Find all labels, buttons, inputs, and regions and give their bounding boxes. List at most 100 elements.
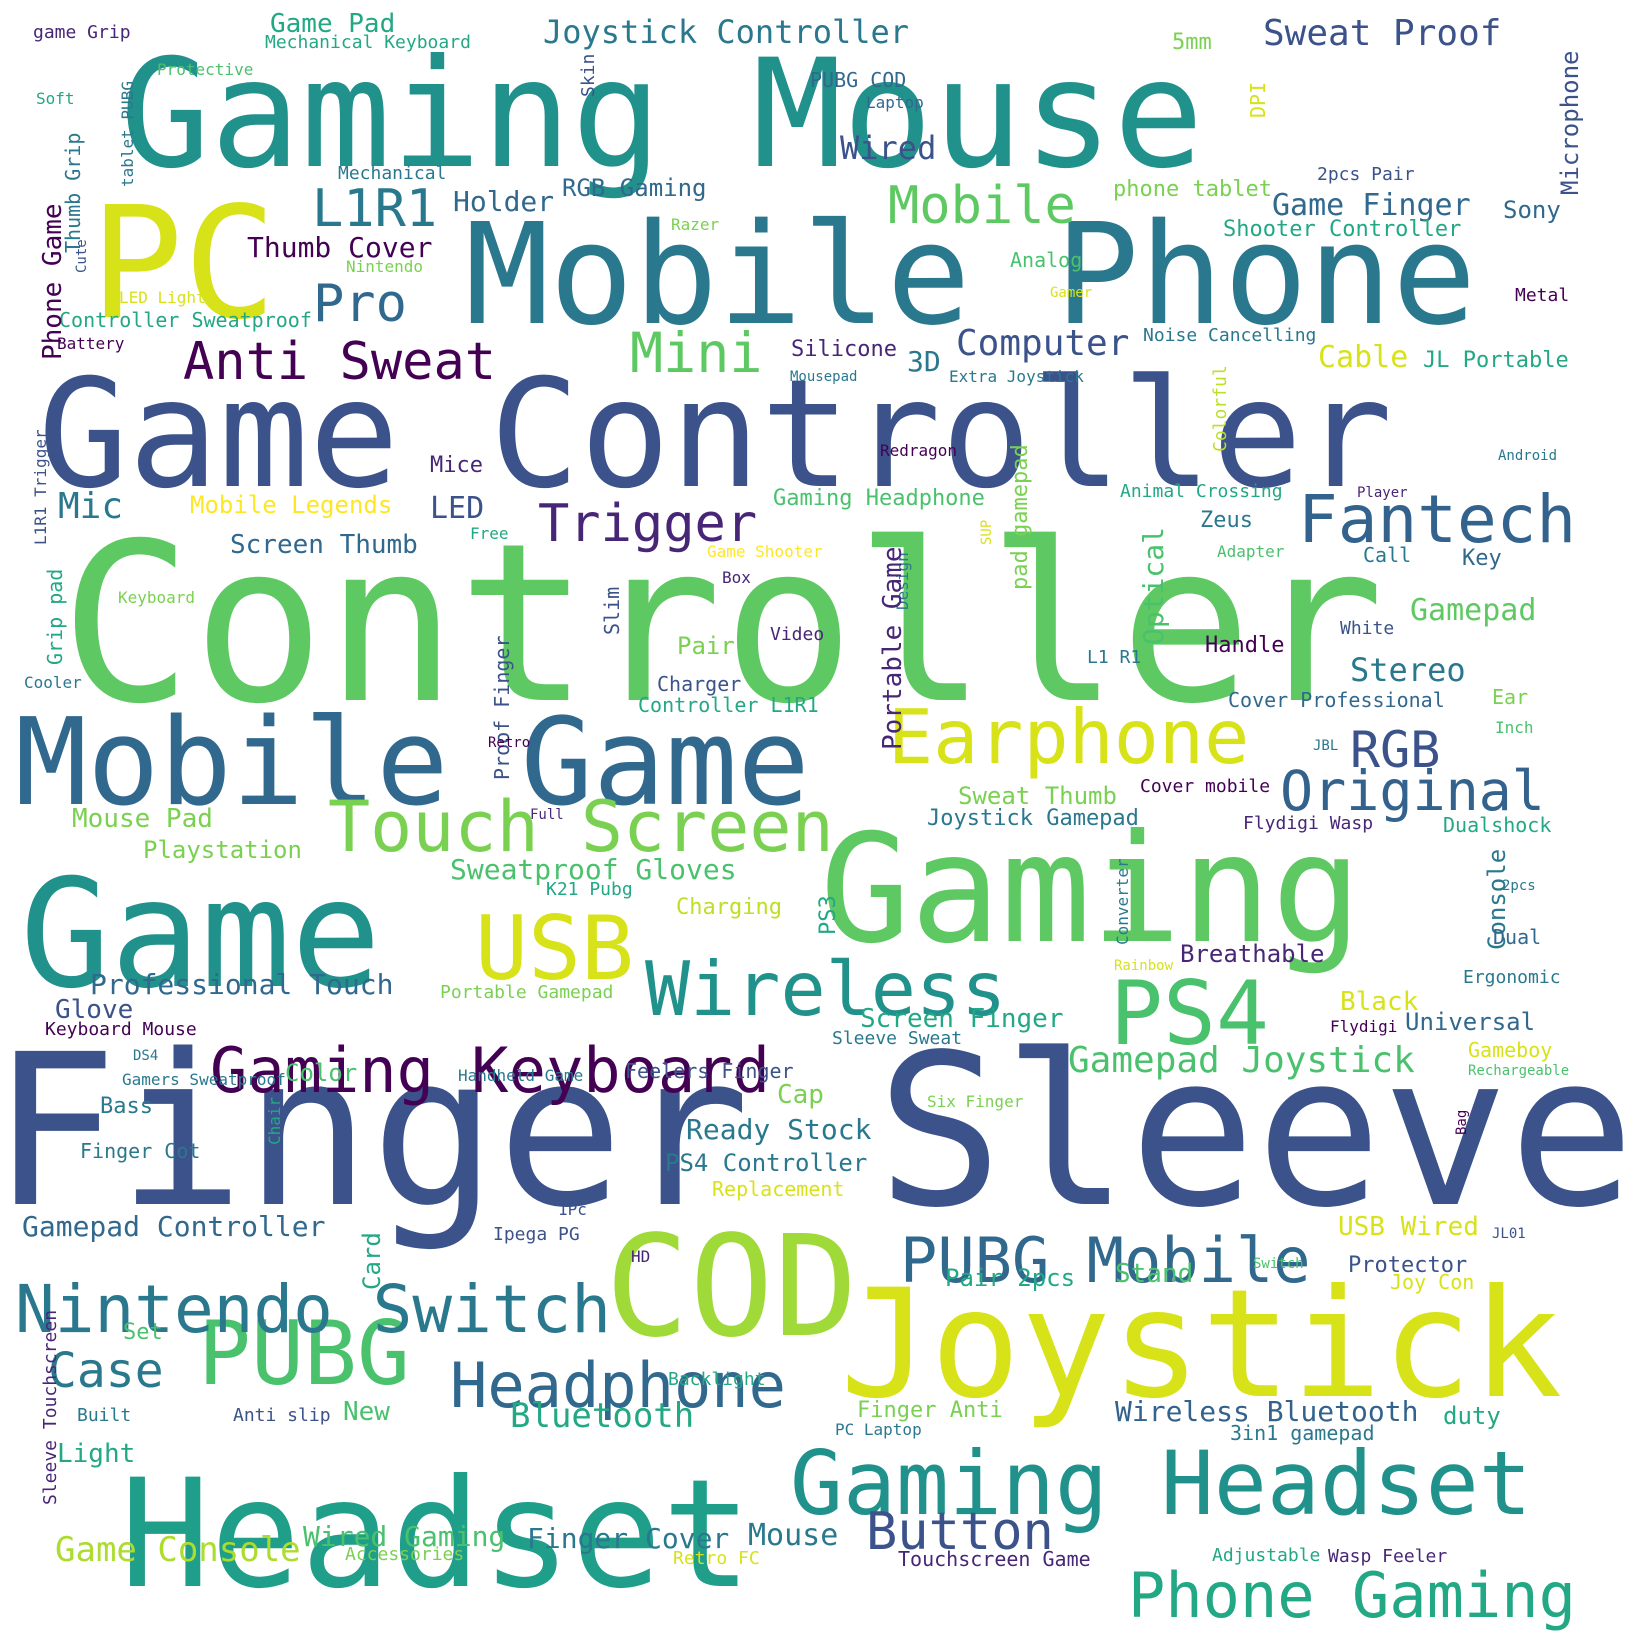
word-duty: duty: [1443, 1401, 1501, 1430]
word-cover-professional: Cover Professional: [1228, 688, 1445, 712]
word-joy-con: Joy Con: [1390, 1270, 1475, 1294]
word-dual: Dual: [1493, 925, 1542, 949]
word-colorful: Colorful: [1210, 365, 1231, 452]
word-mousepad: Mousepad: [790, 368, 858, 385]
word-usb: USB: [475, 896, 634, 1000]
word-charger: Charger: [657, 672, 742, 696]
word-wireless: Wireless: [645, 945, 1007, 1033]
word-stereo: Stereo: [1350, 651, 1466, 690]
word-mobile-game: Mobile Game: [15, 694, 810, 833]
word-android: Android: [1498, 447, 1558, 464]
word-gameboy: Gameboy: [1468, 1038, 1553, 1062]
word-box: Box: [722, 568, 751, 588]
word-handle: Handle: [1205, 633, 1285, 659]
word-replacement: Replacement: [712, 1177, 845, 1201]
word-game-pad: Game Pad: [270, 9, 396, 40]
word-backlight: Backlight: [668, 1368, 766, 1390]
word-wasp-feeler: Wasp Feeler: [1328, 1545, 1448, 1567]
word-touchscreen-game: Touchscreen Game: [898, 1547, 1091, 1571]
word-glove: Glove: [55, 995, 134, 1026]
word-zeus: Zeus: [1200, 508, 1253, 534]
word-controller: Controller: [60, 496, 1385, 752]
word-touch-screen: Touch Screen: [328, 786, 834, 868]
word-3in1-gamepad: 3in1 gamepad: [1230, 1421, 1375, 1445]
word-wired-gaming: Wired Gaming: [303, 1519, 506, 1553]
word-gaming-mouse: Gaming Mouse: [120, 28, 1204, 202]
word-video: Video: [770, 623, 825, 645]
word-nintendo-switch: Nintendo Switch: [15, 1271, 612, 1349]
word-l1-r1: L1 R1: [1087, 646, 1142, 668]
word-game-console: Game Console: [55, 1529, 301, 1570]
word-accessories: Accessories: [345, 1543, 465, 1565]
word-color: Color: [285, 1058, 358, 1087]
word-sup: SUP: [979, 519, 995, 545]
word-pubg-cod: PUBG COD: [810, 68, 907, 92]
word-cooler: Cooler: [24, 673, 82, 693]
word-controller-sweatproof: Controller Sweatproof: [59, 308, 312, 332]
word-feelers-finger: Feelers Finger: [625, 1059, 794, 1083]
word-cute: Cute: [74, 239, 90, 273]
word-pair-2pcs: Pair 2pcs: [945, 1263, 1076, 1292]
word-finger-cover: Finger Cover: [527, 1521, 730, 1555]
word-screen-thumb: Screen Thumb: [230, 530, 418, 561]
word-game-grip: game Grip: [33, 21, 131, 43]
word-jl01: JL01: [1492, 1225, 1526, 1242]
word-laptop: Laptop: [866, 93, 924, 113]
word-inch: Inch: [1495, 718, 1534, 738]
word-flydigi: Flydigi: [1330, 1017, 1398, 1037]
word-mic: Mic: [58, 486, 124, 528]
word-2pcs: 2pcs: [1502, 877, 1536, 894]
word-cap: Cap: [777, 1080, 824, 1111]
word-finger-sleeve: Finger Sleeve: [0, 1009, 1635, 1254]
word-mobile-phone: Mobile Phone: [465, 194, 1477, 357]
word-switch: Switch: [1253, 1255, 1304, 1272]
word-flydigi-wasp: Flydigi Wasp: [1243, 812, 1374, 834]
word-mouse-pad: Mouse Pad: [72, 804, 213, 835]
word-2pcs-pair: 2pcs Pair: [1317, 163, 1415, 185]
word-universal: Universal: [1405, 1007, 1536, 1036]
word-pc: PC: [90, 173, 277, 354]
word-analog: Analog: [1010, 248, 1083, 272]
word-game: Game: [20, 848, 382, 1022]
word-sony: Sony: [1503, 195, 1561, 224]
word-ready-stock: Ready Stock: [686, 1112, 872, 1146]
word-headphone: Headphone: [450, 1349, 786, 1423]
word-portable-game: Portable Game: [878, 546, 908, 751]
word-game-finger: Game Finger: [1272, 188, 1471, 223]
word-retro-fc: Retro FC: [673, 1547, 760, 1569]
word-finger-anti: Finger Anti: [857, 1398, 1003, 1424]
word-sleeve-touchscreen: Sleeve Touchscreen: [40, 1309, 61, 1505]
word-chair: Chair: [265, 1096, 284, 1145]
word-free: Free: [470, 524, 509, 544]
word-silicone: Silicone: [791, 337, 897, 363]
word-six-finger: Six Finger: [927, 1092, 1024, 1112]
word-pc-laptop: PC Laptop: [835, 1420, 922, 1440]
word-call: Call: [1363, 543, 1412, 567]
word-wired: Wired: [840, 129, 937, 168]
word-game-shooter: Game Shooter: [707, 542, 823, 562]
word-jl-portable: JL Portable: [1423, 348, 1569, 374]
word-new: New: [343, 1397, 390, 1428]
word-fantech: Fantech: [1298, 481, 1577, 559]
word-nintendo: Nintendo: [346, 257, 424, 277]
word-mice: Mice: [430, 453, 483, 479]
word-razer: Razer: [671, 215, 720, 235]
word-pad-gamepad: pad gamepad: [1008, 444, 1033, 590]
word-built: Built: [77, 1404, 132, 1426]
word-ergonomic: Ergonomic: [1463, 966, 1561, 988]
word-joystick-controller: Joystick Controller: [543, 13, 910, 52]
word-dualshock: Dualshock: [1443, 813, 1552, 837]
word-cable: Cable: [1318, 340, 1409, 375]
word-playstation: Playstation: [143, 835, 302, 864]
word-original: Original: [1280, 759, 1545, 823]
word-protective: Protective: [157, 60, 254, 80]
word-headset: Headset: [120, 1448, 753, 1622]
word-sweatproof-gloves: Sweatproof Gloves: [450, 852, 737, 886]
word-ps4-controller: PS4 Controller: [665, 1148, 868, 1177]
word-ipega-pg: Ipega PG: [493, 1223, 580, 1245]
word-ps4: PS4: [1110, 961, 1269, 1065]
word-usb-wired: USB Wired: [1338, 1212, 1479, 1243]
word-phone-gaming: Phone Gaming: [1128, 1559, 1576, 1633]
word-case: Case: [48, 1342, 164, 1399]
